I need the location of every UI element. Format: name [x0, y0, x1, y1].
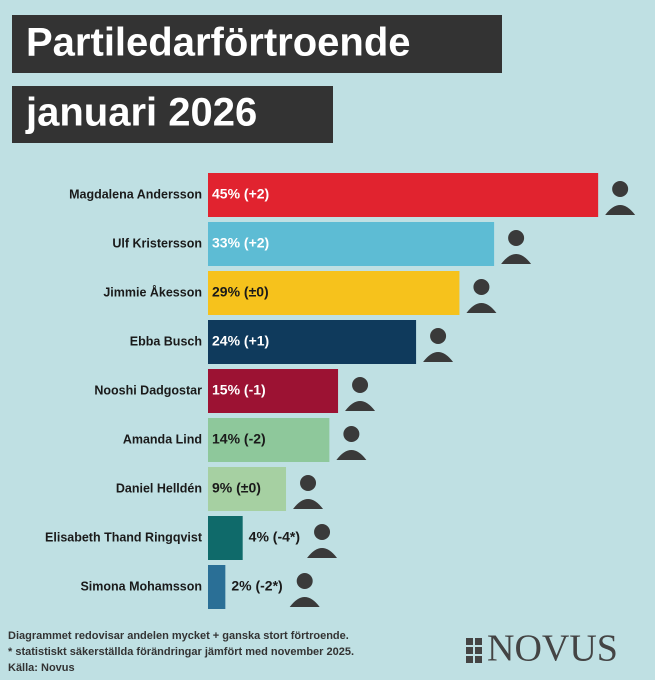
portrait-head — [430, 328, 447, 344]
title-box — [12, 86, 333, 143]
bar — [208, 467, 287, 511]
portrait-body — [501, 254, 532, 264]
value-label: 33% (+2) — [212, 235, 269, 251]
value-label: 14% (-2) — [212, 431, 266, 447]
portrait-body — [307, 548, 338, 558]
portrait-head — [473, 279, 490, 295]
footnote: * statistiskt säkerställda förändringar … — [8, 646, 354, 658]
category-label: Ulf Kristersson — [112, 236, 202, 250]
portrait-body — [289, 597, 320, 607]
bar — [208, 222, 495, 266]
bar — [208, 418, 330, 462]
portrait-head — [508, 230, 525, 246]
portrait-head — [352, 377, 369, 393]
portrait-head — [314, 524, 331, 540]
portrait-body — [336, 450, 367, 460]
portrait-head — [343, 426, 360, 442]
footnote: Källa: Novus — [8, 662, 75, 674]
value-label: 29% (±0) — [212, 284, 269, 300]
bar — [208, 565, 226, 609]
portrait-head — [300, 475, 317, 491]
portrait-body — [423, 352, 454, 362]
footnote: Diagrammet redovisar andelen mycket + ga… — [8, 630, 349, 642]
chart-title: januari 2026 — [25, 91, 257, 135]
value-label: 45% (+2) — [212, 186, 269, 202]
bar — [208, 271, 460, 315]
category-label: Elisabeth Thand Ringqvist — [45, 530, 203, 544]
category-label: Daniel Helldén — [116, 481, 202, 495]
portrait-body — [345, 401, 376, 411]
portrait-head — [296, 573, 313, 589]
value-label: 15% (-1) — [212, 382, 266, 398]
value-label: 4% (-4*) — [249, 529, 300, 545]
value-label: 2% (-2*) — [231, 578, 282, 594]
chart-title: Partiledarförtroende — [26, 21, 411, 65]
category-label: Amanda Lind — [123, 432, 202, 446]
logo-icon — [466, 638, 482, 663]
bar — [208, 320, 417, 364]
portrait-body — [605, 205, 636, 215]
bar — [208, 173, 599, 217]
value-label: 24% (+1) — [212, 333, 269, 349]
bar — [208, 369, 339, 413]
title-box — [12, 15, 502, 73]
bar — [208, 516, 243, 560]
value-label: 9% (±0) — [212, 480, 261, 496]
portrait-body — [293, 499, 324, 509]
category-label: Nooshi Dadgostar — [94, 383, 202, 397]
portrait-body — [466, 303, 497, 313]
category-label: Ebba Busch — [130, 334, 202, 348]
category-label: Simona Mohamsson — [80, 579, 202, 593]
portrait-head — [612, 181, 629, 197]
category-label: Jimmie Åkesson — [103, 284, 202, 299]
logo: NOVUS — [487, 628, 618, 670]
category-label: Magdalena Andersson — [69, 187, 202, 201]
